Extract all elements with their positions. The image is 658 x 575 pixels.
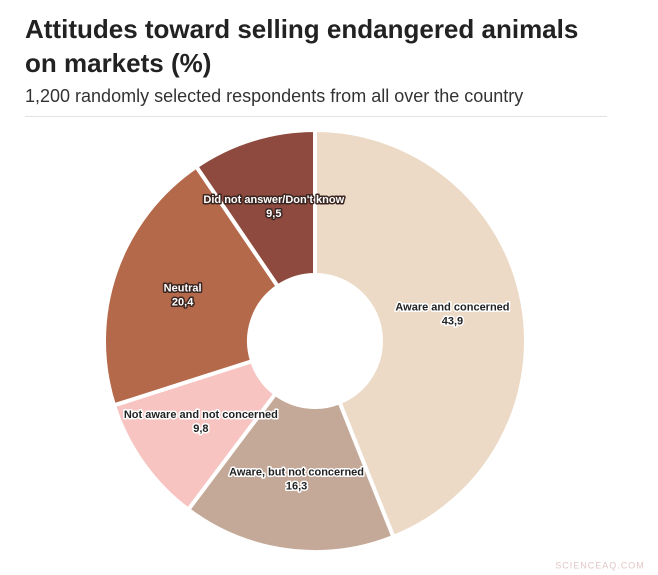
donut-slice xyxy=(102,163,281,408)
slice-label: Neutral xyxy=(164,282,202,294)
chart-title: Attitudes toward selling endangered anim… xyxy=(25,14,579,78)
chart-subtitle: 1,200 randomly selected respondents from… xyxy=(25,86,524,106)
donut-slice xyxy=(313,127,528,540)
slice-label: Aware, but not concerned xyxy=(229,467,364,479)
data-label: 16,3 xyxy=(286,481,307,493)
slice-label: Not aware and not concerned xyxy=(124,409,278,421)
data-label: 20,4 xyxy=(172,296,194,308)
donut-slice xyxy=(185,390,396,554)
donut-slice xyxy=(193,127,317,290)
slice-label: Did not answer/Don't know xyxy=(203,194,344,206)
watermark: SCIENCEAQ.COM xyxy=(555,560,645,570)
data-label: 9,8 xyxy=(193,423,208,435)
data-label: 9,5 xyxy=(266,208,281,220)
data-label: 43,9 xyxy=(442,315,463,327)
divider xyxy=(25,116,607,117)
slice-label: Aware and concerned xyxy=(395,301,509,313)
